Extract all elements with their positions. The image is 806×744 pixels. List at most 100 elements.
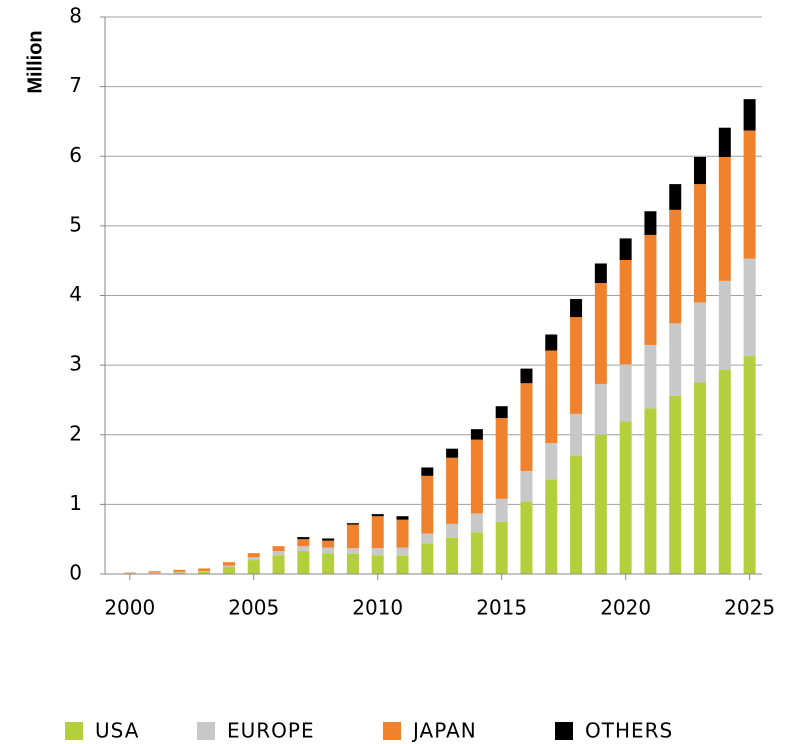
bar-segment (743, 356, 756, 574)
bar-segment (570, 413, 583, 456)
x-tick-label: 2020 (600, 596, 651, 620)
bar-segment (396, 516, 409, 520)
bar-segment (669, 395, 682, 574)
bar-segment (446, 523, 459, 538)
bar-segment (495, 418, 508, 499)
bar-segment (371, 548, 384, 556)
x-tick-label: 2010 (352, 596, 403, 620)
y-tick-label: 7 (69, 73, 82, 97)
y-tick-label: 4 (69, 282, 82, 306)
legend-label: OTHERS (585, 719, 673, 743)
bar-segment (619, 421, 632, 574)
bar-segment (371, 555, 384, 574)
bar-segment (470, 429, 483, 440)
bar-segment (346, 553, 359, 574)
y-tick-label: 8 (69, 4, 82, 28)
bar-segment (173, 571, 186, 573)
bar-segment (346, 548, 359, 554)
bar-segment (148, 571, 161, 573)
legend-swatch (65, 722, 83, 740)
y-axis-label: Million (24, 30, 46, 93)
bar-segment (669, 209, 682, 324)
bar-segment (421, 533, 434, 544)
bar-segment (669, 184, 682, 210)
bar-segment (470, 532, 483, 574)
legend-label: USA (95, 719, 139, 743)
legend-label: EUROPE (227, 719, 315, 743)
bar-segment (644, 408, 657, 574)
bar-segment (297, 539, 310, 547)
bar-segment (470, 439, 483, 514)
bar-segment (718, 280, 731, 370)
bar-segment (495, 521, 508, 574)
bar-segment (322, 547, 335, 554)
bar-segment (346, 523, 359, 525)
bar-segment (520, 368, 533, 384)
bar-segment (247, 557, 260, 561)
legend-swatch (555, 722, 573, 740)
bar-segment (297, 546, 310, 552)
bar-segment (396, 519, 409, 548)
bar-segment (371, 516, 384, 549)
y-tick-label: 0 (69, 561, 82, 585)
bar-segment (594, 383, 607, 435)
bar-segment (495, 406, 508, 419)
bar-segment (173, 572, 186, 574)
bar-segment (446, 537, 459, 574)
bar-segment (222, 567, 235, 574)
bar-segment (123, 572, 136, 574)
legend-swatch (383, 722, 401, 740)
bar-segment (198, 571, 211, 572)
bar-segment (594, 263, 607, 283)
x-tick-label: 2000 (104, 596, 155, 620)
bar-segment (619, 364, 632, 422)
bar-segment (272, 546, 285, 552)
bar-segment (322, 538, 335, 541)
x-tick-label: 2015 (476, 596, 527, 620)
bar-segment (222, 565, 235, 568)
bar-segment (718, 156, 731, 281)
bar-segment (421, 543, 434, 574)
bar-segment (322, 540, 335, 548)
bar-segment (520, 501, 533, 574)
bar-segment (470, 513, 483, 533)
bar-segment (421, 475, 434, 534)
bar-segment (520, 383, 533, 471)
bar-segment (446, 448, 459, 458)
bar-segment (594, 434, 607, 574)
bar-segment (619, 238, 632, 260)
bar-segment (718, 369, 731, 574)
bar-segment (272, 551, 285, 556)
bar-segment (421, 467, 434, 476)
bar-segment (396, 555, 409, 574)
y-tick-label: 6 (69, 143, 82, 167)
bar-segment (718, 127, 731, 157)
bar-segment (222, 562, 235, 566)
bar-segment (545, 350, 558, 444)
bar-segment (669, 323, 682, 396)
bar-segment (694, 156, 707, 185)
bar-segment (644, 344, 657, 409)
x-tick-label: 2005 (228, 596, 279, 620)
bar-segment (619, 259, 632, 365)
bar-segment (297, 537, 310, 540)
bar-segment (148, 572, 161, 574)
bar-segment (570, 298, 583, 318)
bar-segment (743, 130, 756, 259)
bar-segment (743, 99, 756, 131)
bar-segment (272, 555, 285, 574)
bar-segment (198, 568, 211, 572)
legend-label: JAPAN (411, 719, 477, 743)
bar-segment (545, 334, 558, 351)
bar-segment (644, 211, 657, 235)
bar-segment (198, 571, 211, 574)
bar-segment (297, 551, 310, 574)
legend-swatch (197, 722, 215, 740)
y-tick-label: 3 (69, 352, 82, 376)
bar-segment (247, 553, 260, 558)
bar-segment (371, 514, 384, 517)
bar-segment (322, 553, 335, 574)
bar-segment (545, 479, 558, 574)
bar-segment (570, 455, 583, 574)
